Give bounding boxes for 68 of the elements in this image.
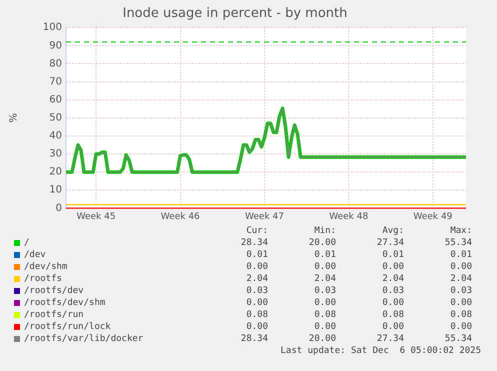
y-tick-label: 30	[49, 148, 62, 160]
chart-title: Inode usage in percent - by month	[122, 6, 348, 22]
y-tick-label: 70	[49, 76, 62, 88]
text: 28.34	[240, 333, 268, 345]
text: 0.00	[245, 321, 268, 333]
text: 0.00	[245, 261, 268, 273]
y-tick-label: 80	[49, 58, 62, 70]
text: 20.00	[308, 333, 336, 345]
legend-label: /rootfs/var/lib/docker	[23, 333, 144, 345]
legend-label: /	[23, 237, 30, 249]
y-tick-label: 20	[49, 166, 62, 178]
text: Cur:	[245, 225, 268, 237]
text: Max:	[449, 225, 472, 237]
text: 0.08	[245, 309, 268, 321]
text: Last update: Sat Dec 6 05:00:02 2025	[280, 346, 482, 356]
text: 0.01	[449, 249, 472, 261]
text: 55.34	[444, 333, 472, 345]
x-tick-label: Week 48	[329, 212, 368, 222]
y-tick-label: 10	[49, 184, 62, 196]
text: 2.04	[313, 273, 336, 285]
text: 0.08	[313, 309, 336, 321]
y-tick-label: 40	[49, 130, 62, 142]
y-axis-title: %	[8, 113, 20, 123]
text: 0.03	[381, 285, 404, 297]
text: 2.04	[245, 273, 268, 285]
text: 55.34	[444, 237, 472, 249]
text: 0.00	[313, 297, 336, 309]
text: 0.01	[381, 249, 404, 261]
text: 0.08	[381, 309, 404, 321]
text: 2.04	[449, 273, 472, 285]
legend-label: /rootfs/run	[23, 309, 85, 321]
text: 0.08	[449, 309, 472, 321]
y-tick-label: 100	[42, 22, 62, 34]
text: 0.01	[313, 249, 336, 261]
text: 0.03	[313, 285, 336, 297]
legend-label: /dev	[23, 249, 47, 261]
y-tick-label: 50	[49, 112, 62, 124]
text: 0.00	[381, 297, 404, 309]
legend-label: /rootfs	[23, 273, 63, 285]
text: 27.34	[376, 237, 404, 249]
text: 2.04	[381, 273, 404, 285]
text: 0.01	[245, 249, 268, 261]
legend-label: /rootfs/dev	[23, 285, 85, 297]
x-tick-label: Week 46	[160, 212, 200, 222]
y-tick-label: 0	[56, 202, 62, 214]
text: Min:	[313, 225, 336, 237]
text: 0.03	[245, 285, 268, 297]
text: 0.03	[449, 285, 472, 297]
text: 0.00	[381, 261, 404, 273]
x-tick-label: Week 45	[76, 212, 116, 222]
text: 0.00	[313, 261, 336, 273]
text: 20.00	[308, 237, 336, 249]
x-tick-label: Week 47	[245, 212, 284, 222]
text: Avg:	[381, 225, 404, 237]
legend-label: /dev/shm	[23, 261, 68, 273]
text: 0.00	[449, 261, 472, 273]
text: 0.00	[449, 321, 472, 333]
x-tick-label: Week 49	[413, 212, 453, 222]
legend-label: /rootfs/dev/shm	[23, 297, 106, 309]
text: 0.00	[381, 321, 404, 333]
legend-label: /rootfs/run/lock	[23, 321, 112, 333]
text: 27.34	[376, 333, 404, 345]
y-tick-label: 90	[49, 40, 62, 52]
text: 0.00	[449, 297, 472, 309]
text: 28.34	[240, 237, 268, 249]
text: 0.00	[245, 297, 268, 309]
y-tick-label: 60	[49, 94, 62, 106]
text: 0.00	[313, 321, 336, 333]
